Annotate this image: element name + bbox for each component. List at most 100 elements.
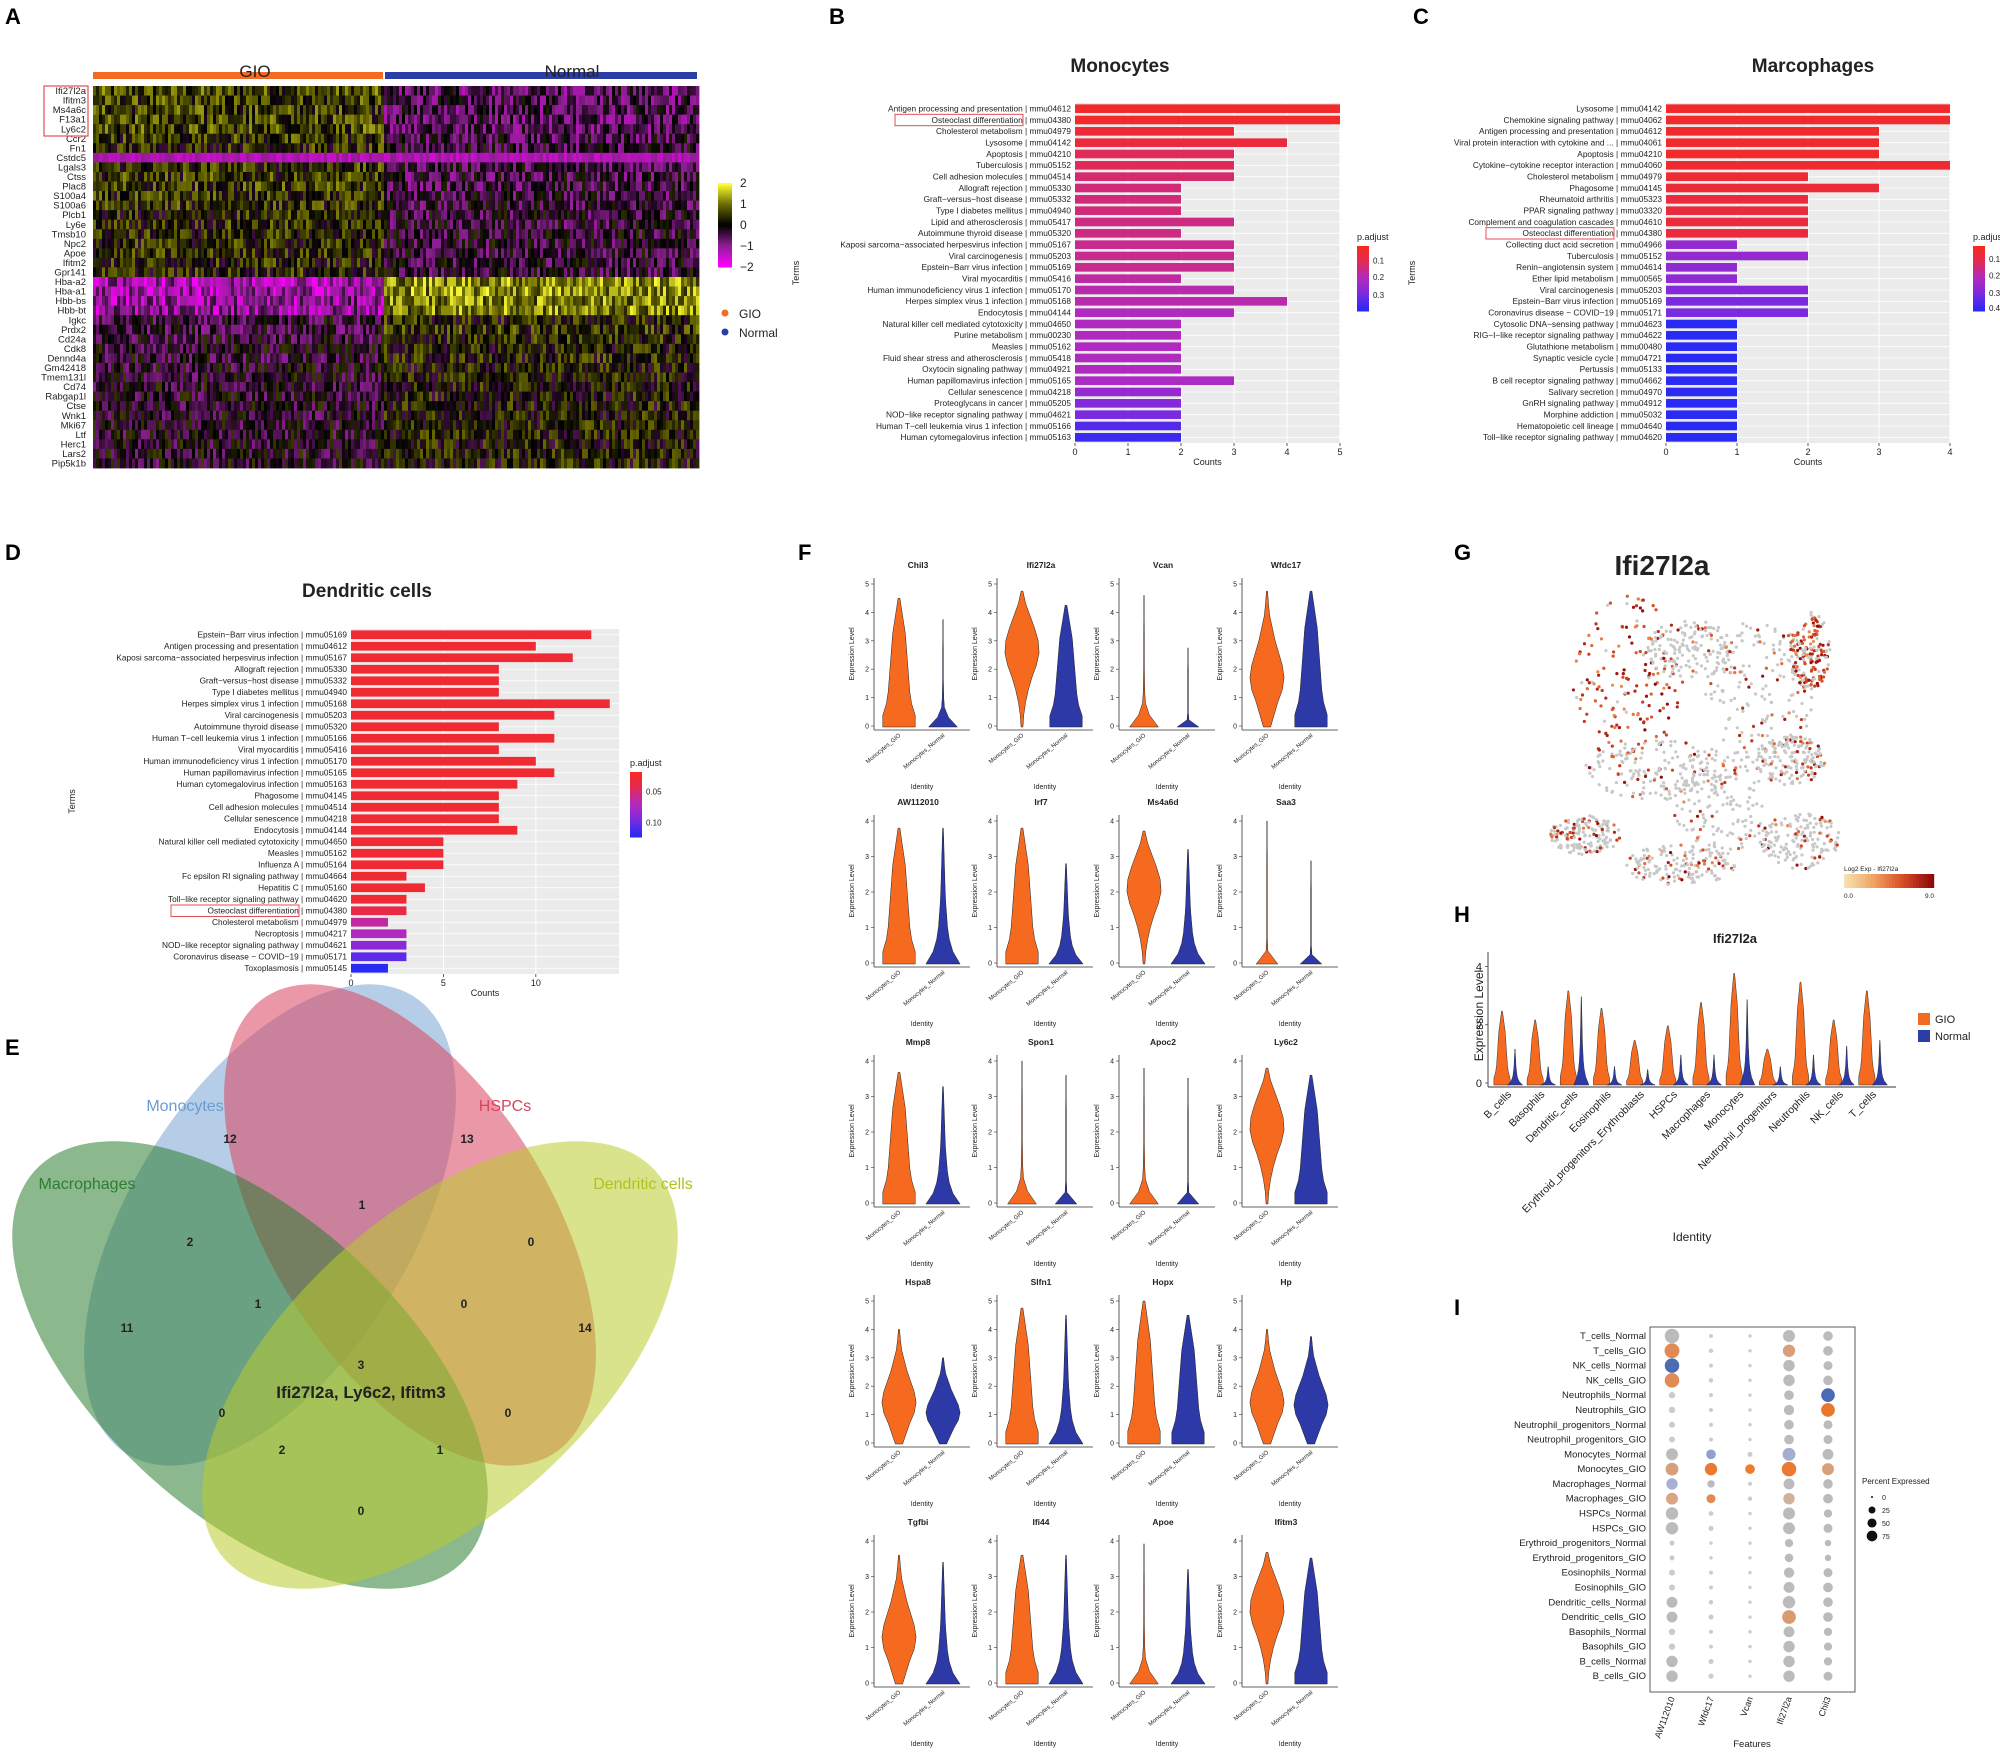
heatmap-cell (642, 277, 646, 287)
heatmap-cell (480, 305, 484, 316)
heatmap-cell (264, 286, 268, 297)
heatmap-cell (216, 133, 220, 144)
heatmap-cell (531, 305, 535, 316)
heatmap-cell (192, 95, 196, 106)
heatmap-cell (210, 277, 214, 287)
heatmap-cell (594, 171, 598, 182)
heatmap-cell (342, 124, 346, 135)
heatmap-cell (195, 162, 199, 173)
heatmap-cell (234, 210, 238, 221)
heatmap-cell (174, 277, 178, 287)
heatmap-cell (396, 152, 400, 163)
heatmap-cell (537, 277, 541, 287)
heatmap-cell (135, 248, 139, 259)
heatmap-cell (441, 200, 445, 211)
heatmap-cell (105, 171, 109, 182)
heatmap-cell (402, 267, 406, 278)
heatmap-cell (645, 114, 649, 125)
heatmap-cell (438, 133, 442, 144)
heatmap-cell (390, 238, 394, 249)
heatmap-cell (495, 277, 499, 287)
heatmap-cell (129, 248, 133, 259)
heatmap-cell (435, 86, 439, 96)
heatmap-cell (276, 238, 280, 249)
heatmap-cell (201, 162, 205, 173)
heatmap-cell (654, 286, 658, 297)
heatmap-cell (552, 133, 556, 144)
heatmap-cell (519, 257, 523, 268)
heatmap-cell (423, 95, 427, 106)
heatmap-cell (297, 257, 301, 268)
heatmap-cell (417, 133, 421, 144)
heatmap-cell (351, 219, 355, 230)
heatmap-cell (156, 181, 160, 192)
heatmap-cell (423, 248, 427, 259)
heatmap-cell (579, 143, 583, 154)
heatmap-cell (588, 114, 592, 125)
heatmap-cell (414, 286, 418, 297)
heatmap-cell (669, 124, 673, 135)
heatmap-cell (405, 95, 409, 106)
heatmap-cell (666, 200, 670, 211)
heatmap-cell (591, 210, 595, 221)
heatmap-cell (120, 181, 124, 192)
heatmap-cell (294, 143, 298, 154)
heatmap-cell (171, 95, 175, 106)
heatmap-cell (663, 162, 667, 173)
heatmap-cell (375, 315, 379, 326)
heatmap-cell (597, 86, 601, 96)
heatmap-cell (300, 86, 304, 96)
heatmap-cell (549, 277, 553, 287)
heatmap-cell (459, 286, 463, 297)
heatmap-cell (648, 267, 652, 278)
heatmap-cell (147, 171, 151, 182)
heatmap-cell (288, 267, 292, 278)
heatmap-cell (588, 162, 592, 173)
heatmap-cell (93, 248, 97, 259)
heatmap-cell (582, 267, 586, 278)
heatmap-cell (513, 171, 517, 182)
heatmap-cell (411, 286, 415, 297)
heatmap-cell (531, 277, 535, 287)
heatmap-cell (489, 277, 493, 287)
heatmap-cell (564, 210, 568, 221)
heatmap-cell (630, 133, 634, 144)
heatmap-cell (132, 114, 136, 125)
heatmap-cell (654, 181, 658, 192)
heatmap-cell (447, 219, 451, 230)
heatmap-cell (684, 191, 688, 201)
heatmap-cell (456, 219, 460, 230)
heatmap-cell (576, 143, 580, 154)
heatmap-cell (609, 105, 613, 116)
heatmap-cell (276, 95, 280, 106)
heatmap-cell (438, 229, 442, 240)
heatmap-cell (477, 267, 481, 278)
heatmap-cell (435, 152, 439, 163)
heatmap-cell (450, 229, 454, 240)
heatmap-cell (465, 114, 469, 125)
heatmap-cell (252, 114, 256, 125)
heatmap-cell (96, 133, 100, 144)
heatmap-cell (546, 248, 550, 259)
heatmap-cell (540, 267, 544, 278)
heatmap-cell (192, 181, 196, 192)
heatmap-cell (468, 171, 472, 182)
heatmap-cell (306, 238, 310, 249)
heatmap-cell (285, 86, 289, 96)
heatmap-cell (654, 152, 658, 163)
heatmap-cell (486, 267, 490, 278)
heatmap-cell (309, 257, 313, 268)
heatmap-cell (411, 219, 415, 230)
heatmap-cell (651, 229, 655, 240)
heatmap-cell (618, 248, 622, 259)
heatmap-cell (471, 267, 475, 278)
heatmap-cell (270, 124, 274, 135)
heatmap-cell (594, 181, 598, 192)
heatmap-cell (666, 105, 670, 116)
heatmap-cell (441, 143, 445, 154)
heatmap-cell (354, 210, 358, 221)
heatmap-cell (567, 191, 571, 201)
heatmap-cell (360, 86, 364, 96)
heatmap-cell (396, 248, 400, 259)
heatmap-cell (114, 257, 118, 268)
